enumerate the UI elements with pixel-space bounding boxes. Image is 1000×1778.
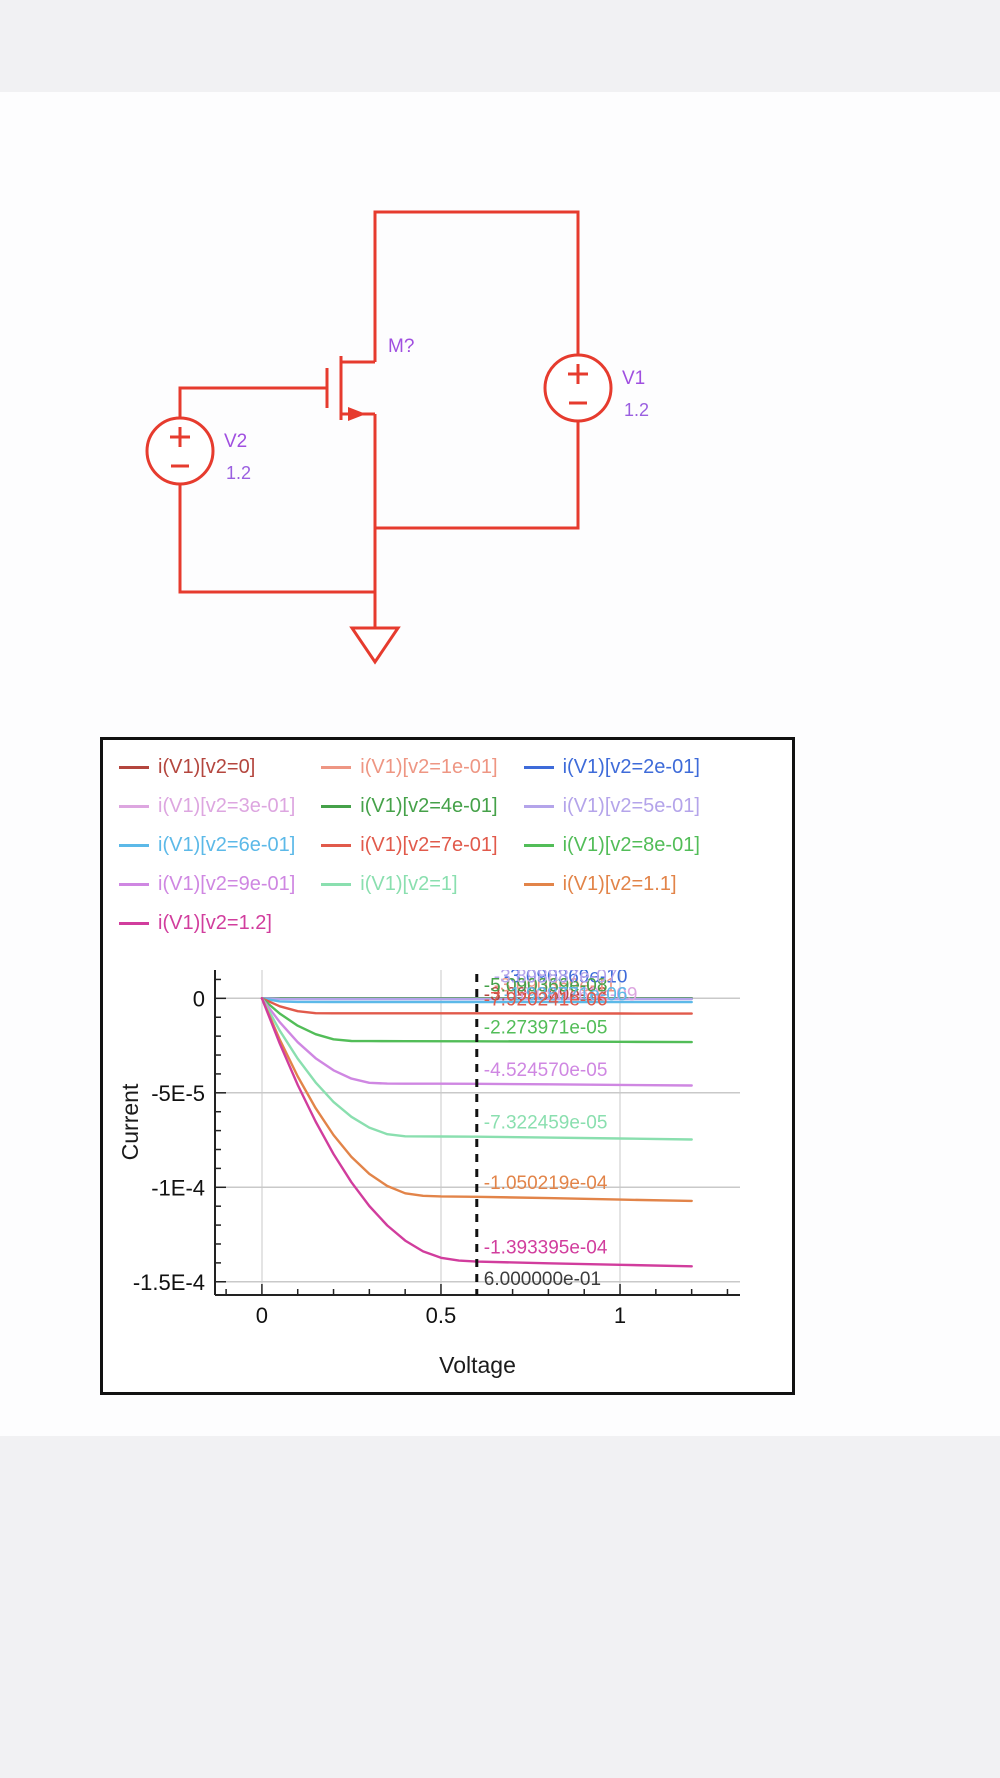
v2-value-label: 1.2	[226, 463, 251, 483]
v1-voltage-source[interactable]	[543, 353, 613, 423]
series-line	[260, 997, 693, 1268]
legend-item: i(V1)[v2=8e-01]	[523, 834, 700, 857]
cursor-value-label: -2.273971e-05	[484, 1017, 608, 1038]
legend-item: i(V1)[v2=0]	[119, 756, 295, 779]
legend-line-swatch-icon	[523, 844, 554, 847]
v2-name-label: V2	[224, 431, 247, 452]
legend-line-swatch-icon	[523, 883, 554, 886]
wire-gate-to-v2	[178, 386, 327, 418]
legend-item: i(V1)[v2=6e-01]	[119, 834, 295, 857]
legend-item: i(V1)[v2=3e-01]	[119, 795, 295, 818]
x-axis-title: Voltage	[439, 1352, 516, 1378]
background-band	[0, 1436, 1000, 1778]
legend-label: i(V1)[v2=9e-01]	[158, 873, 296, 895]
legend-line-swatch-icon	[119, 766, 149, 769]
series-line	[260, 997, 693, 1015]
plot-area[interactable]: -3.090369e-12-3.090369e-11-3.090369e-10-…	[115, 970, 755, 1350]
background-band	[0, 0, 1000, 92]
wire-v1-to-source	[375, 421, 580, 530]
cursor-value-label: -3.090369e-11	[494, 975, 616, 996]
series-line	[260, 997, 693, 1087]
ground-triangle-icon	[349, 626, 401, 665]
mosfet-label: M?	[388, 336, 414, 357]
legend-item: i(V1)[v2=9e-01]	[119, 873, 295, 896]
legend-label: i(V1)[v2=5e-01]	[562, 795, 700, 817]
v1-source-circle	[543, 353, 613, 423]
y-axis-title: Current	[117, 1083, 143, 1161]
legend-item: i(V1)[v2=4e-01]	[321, 795, 498, 818]
legend-line-swatch-icon	[523, 805, 554, 808]
legend-label: i(V1)[v2=1]	[360, 873, 458, 895]
cursor-value-label: -5.090369e-08	[484, 975, 608, 996]
legend-item: i(V1)[v2=1.2]	[119, 912, 295, 935]
cursor-x-label: 6.000000e-01	[484, 1269, 601, 1290]
legend-line-swatch-icon	[119, 844, 149, 847]
chart-legend: i(V1)[v2=0] i(V1)[v2=1e-01] i(V1)[v2=2e-01…	[119, 756, 700, 935]
legend-line-swatch-icon	[119, 883, 149, 886]
cursor-value-label: -1.050219e-04	[484, 1173, 608, 1194]
legend-label: i(V1)[v2=6e-01]	[158, 834, 296, 856]
wire-v2-to-ground	[178, 484, 375, 594]
legend-item: i(V1)[v2=1.1]	[523, 873, 700, 896]
x-tick-label: 0	[256, 1303, 268, 1328]
x-tick-label: 1	[614, 1303, 626, 1328]
legend-line-swatch-icon	[523, 766, 554, 769]
cursor-value-label: -7.920241e-06	[484, 989, 608, 1010]
legend-label: i(V1)[v2=4e-01]	[360, 795, 498, 817]
circuit-schematic: M? V1 1.2 V2 1.2	[145, 210, 649, 665]
legend-label: i(V1)[v2=7e-01]	[360, 834, 498, 856]
cursor-value-label: -7.322459e-05	[484, 1113, 608, 1134]
series-line	[260, 997, 693, 1141]
v1-value-label: 1.2	[624, 400, 649, 420]
y-tick-label: -1E-4	[151, 1175, 205, 1200]
v2-source-circle	[145, 416, 215, 486]
y-tick-label: -5E-5	[151, 1081, 205, 1106]
legend-item: i(V1)[v2=1]	[321, 873, 497, 896]
circuit-wires	[178, 210, 580, 628]
series-line	[260, 997, 693, 1203]
legend-label: i(V1)[v2=3e-01]	[158, 795, 296, 817]
legend-label: i(V1)[v2=0]	[158, 756, 256, 778]
legend-item: i(V1)[v2=5e-01]	[523, 795, 700, 818]
y-tick-label: -1.5E-4	[133, 1270, 205, 1295]
legend-line-swatch-icon	[321, 883, 352, 886]
legend-label: i(V1)[v2=1.2]	[158, 912, 272, 934]
cursor-value-label: -4.524570e-05	[484, 1060, 608, 1081]
y-tick-label: 0	[193, 986, 205, 1011]
series-line	[260, 997, 693, 1044]
cursor-value-label: -3.090369e-10	[504, 970, 628, 987]
legend-item: i(V1)[v2=1e-01]	[321, 756, 498, 779]
cursor-value-label: -6.090369e-09	[514, 984, 638, 1005]
x-tick-label: 0.5	[426, 1303, 457, 1328]
legend-label: i(V1)[v2=1e-01]	[360, 756, 498, 778]
cursor-value-label: -1.938771e-06	[504, 984, 628, 1005]
cursor-value-label: -1.393395e-04	[484, 1238, 608, 1259]
legend-line-swatch-icon	[321, 766, 352, 769]
legend-line-swatch-icon	[321, 805, 352, 808]
legend-item: i(V1)[v2=7e-01]	[321, 834, 498, 857]
legend-line-swatch-icon	[321, 844, 352, 847]
waveform-panel: i(V1)[v2=0] i(V1)[v2=1e-01] i(V1)[v2=2e-01…	[100, 737, 795, 1395]
ground-symbol[interactable]	[349, 626, 401, 665]
nmos-transistor[interactable]	[325, 356, 375, 421]
series-line	[260, 997, 693, 1001]
legend-label: i(V1)[v2=8e-01]	[562, 834, 700, 856]
cursor-value-label: -3.898887e-07	[494, 970, 618, 987]
legend-item: i(V1)[v2=2e-01]	[523, 756, 700, 779]
cursor-value-label: -3.090369e-12	[484, 984, 608, 1005]
series-line	[260, 997, 693, 1004]
wire-drain-to-v1	[373, 210, 580, 362]
legend-line-swatch-icon	[119, 805, 149, 808]
legend-label: i(V1)[v2=1.1]	[562, 873, 677, 895]
legend-label: i(V1)[v2=2e-01]	[562, 756, 700, 778]
v2-voltage-source[interactable]	[145, 416, 215, 486]
v1-name-label: V1	[622, 368, 645, 389]
nmos-arrow-icon	[348, 407, 366, 421]
legend-line-swatch-icon	[119, 922, 149, 925]
